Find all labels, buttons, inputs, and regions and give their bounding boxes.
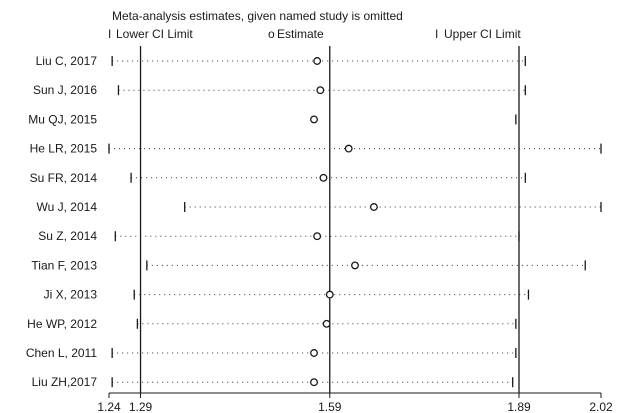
estimate-point [325, 290, 334, 299]
estimate-point [310, 378, 318, 387]
study-label: He WP, 2012 [27, 317, 97, 331]
estimate-point [344, 144, 353, 153]
study-label: Chen L, 2011 [26, 346, 97, 360]
estimate-point [351, 261, 359, 270]
study-label: Sun J, 2016 [33, 83, 97, 97]
x-tick-label: 2.02 [589, 400, 613, 413]
study-label: Wu J, 2014 [37, 200, 98, 214]
study-label: Ji X, 2013 [44, 288, 98, 302]
study-label: Tian F, 2013 [31, 258, 97, 272]
legend-estimate-marker: o [268, 27, 275, 41]
estimate-point [316, 86, 325, 95]
study-label: Su FR, 2014 [30, 171, 98, 185]
legend-estimate-label: Estimate [277, 27, 324, 41]
reference-lines [139, 46, 520, 393]
x-tick-label: 1.89 [507, 400, 531, 413]
x-tick-label: 1.59 [318, 400, 342, 413]
legend-upper-label: Upper CI Limit [444, 27, 521, 41]
x-tick-label: 1.24 [97, 400, 121, 413]
legend-lower-marker: I [108, 27, 111, 41]
study-label: Mu QJ, 2015 [28, 112, 97, 126]
estimate-point [310, 349, 318, 357]
estimate-point [313, 57, 322, 65]
study-label: Su Z, 2014 [38, 229, 97, 243]
legend: I Lower CI Limit o Estimate I Upper CI L… [108, 27, 521, 41]
legend-upper-marker: I [435, 27, 438, 41]
study-label: Liu ZH,2017 [32, 375, 98, 389]
chart-title: Meta-analysis estimates, given named stu… [112, 9, 403, 23]
estimate-point [369, 203, 378, 211]
estimate-point [313, 232, 322, 241]
estimate-point [322, 319, 331, 328]
estimate-point [319, 173, 328, 182]
x-axis-ticks: 1.24 1.29 1.59 1.89 2.02 [97, 393, 613, 413]
x-tick-label: 1.29 [129, 400, 153, 413]
estimate-point [310, 115, 318, 124]
study-label: Liu C, 2017 [36, 54, 98, 68]
study-rows: Liu C, 2017 Sun J, 2016 Mu QJ, 2015 He LR, … [26, 54, 602, 389]
legend-lower-label: Lower CI Limit [116, 27, 193, 41]
study-label: He LR, 2015 [30, 142, 98, 156]
